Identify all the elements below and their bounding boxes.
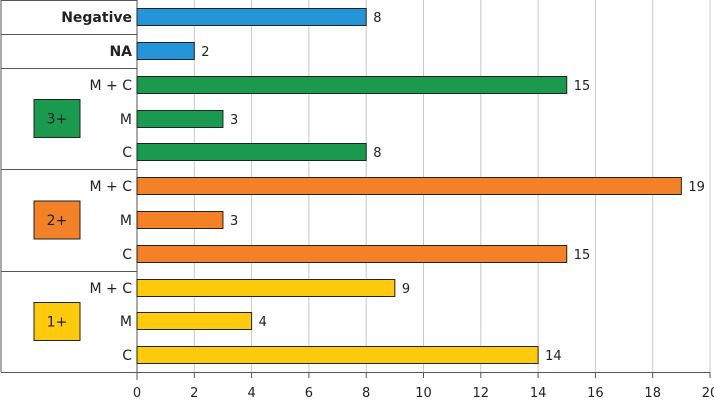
value-label: 3: [230, 214, 238, 229]
bar: [136, 346, 539, 364]
row-label: C: [122, 247, 132, 263]
row-label: M: [120, 213, 132, 229]
bar: [136, 110, 224, 128]
bar: [136, 245, 568, 263]
group-badge-label: 1+: [47, 315, 68, 331]
category-frame: 3+ 2+ 1+: [0, 0, 138, 380]
value-label: 4: [259, 315, 267, 330]
row-labels: Negative NA M + C M C M + C M C M + C M C: [61, 10, 132, 364]
x-tick-label: 12: [473, 386, 490, 401]
bar: [136, 143, 367, 161]
row-label: M + C: [90, 179, 133, 195]
x-tick-label: 16: [587, 386, 604, 401]
value-label: 3: [230, 113, 238, 128]
bar: [136, 177, 682, 195]
row-label: M + C: [90, 78, 133, 94]
x-tick-label: 4: [247, 386, 255, 401]
group-badge-label: 2+: [47, 213, 68, 229]
x-tick-label: 8: [362, 386, 370, 401]
x-axis: 0 2 4 6 8 10 12 14 16 18 20: [133, 372, 714, 401]
x-tick-label: 2: [190, 386, 198, 401]
value-label: 9: [402, 282, 410, 297]
bar: [136, 312, 253, 330]
row-label: M + C: [90, 281, 133, 297]
bar: [136, 42, 195, 60]
group-label: NA: [109, 44, 132, 60]
x-tick-label: 14: [530, 386, 547, 401]
x-tick-label: 10: [415, 386, 432, 401]
group-badge: [33, 200, 81, 240]
x-tick-label: 6: [305, 386, 313, 401]
bar: [136, 211, 224, 229]
value-label: 15: [574, 248, 591, 263]
group-label: Negative: [61, 10, 132, 26]
value-label: 8: [373, 11, 381, 26]
row-label: C: [122, 145, 132, 161]
x-tick-label: 18: [644, 386, 661, 401]
value-label: 14: [545, 349, 562, 364]
bar: [136, 8, 367, 26]
group-badge: [33, 302, 81, 341]
value-label: 15: [574, 79, 591, 94]
x-tick-label: 20: [702, 386, 714, 401]
value-label: 8: [373, 146, 381, 161]
value-label: 2: [201, 45, 209, 60]
group-badge-label: 3+: [47, 112, 68, 128]
x-tick-label: 0: [133, 386, 141, 401]
row-label: M: [120, 112, 132, 128]
bar: [136, 76, 568, 94]
group-badge: [33, 99, 81, 138]
bars: 8 2 15 3 8 19 3 15 9 4 14: [136, 8, 705, 364]
value-label: 19: [688, 180, 705, 195]
row-label: C: [122, 348, 132, 364]
bar: [136, 279, 396, 297]
row-label: M: [120, 314, 132, 330]
